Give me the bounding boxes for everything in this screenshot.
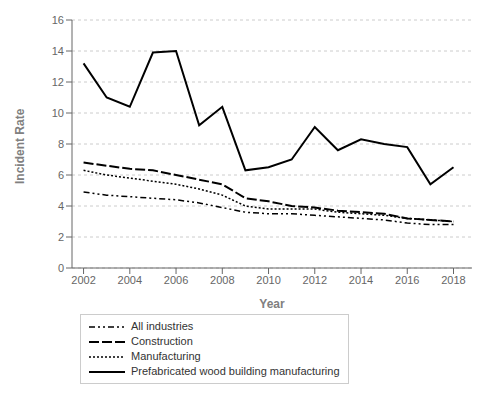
html-text:Manufacturing: Manufacturing (131, 350, 201, 362)
svg-text:14: 14 (52, 45, 64, 57)
svg-text:2012: 2012 (303, 274, 327, 286)
svg-text:16: 16 (52, 14, 64, 26)
svg-text:8: 8 (58, 138, 64, 150)
svg-text:2002: 2002 (71, 274, 95, 286)
svg-text:6: 6 (58, 169, 64, 181)
svg-text:0: 0 (58, 262, 64, 274)
svg-text:Incident Rate: Incident Rate (13, 108, 27, 184)
html-text:Construction: Construction (131, 335, 193, 347)
svg-text:2010: 2010 (256, 274, 280, 286)
svg-text:2018: 2018 (441, 274, 465, 286)
html-text:Prefabricated wood building ma: Prefabricated wood building manufacturin… (131, 365, 340, 377)
svg-text:2008: 2008 (210, 274, 234, 286)
svg-text:2016: 2016 (395, 274, 419, 286)
svg-text:10: 10 (52, 107, 64, 119)
svg-text:2004: 2004 (118, 274, 142, 286)
svg-text:2: 2 (58, 231, 64, 243)
html-text:All industries: All industries (131, 320, 194, 332)
svg-text:12: 12 (52, 76, 64, 88)
svg-text:Year: Year (259, 297, 285, 311)
svg-text:2014: 2014 (349, 274, 373, 286)
svg-text:4: 4 (58, 200, 64, 212)
svg-text:2006: 2006 (164, 274, 188, 286)
